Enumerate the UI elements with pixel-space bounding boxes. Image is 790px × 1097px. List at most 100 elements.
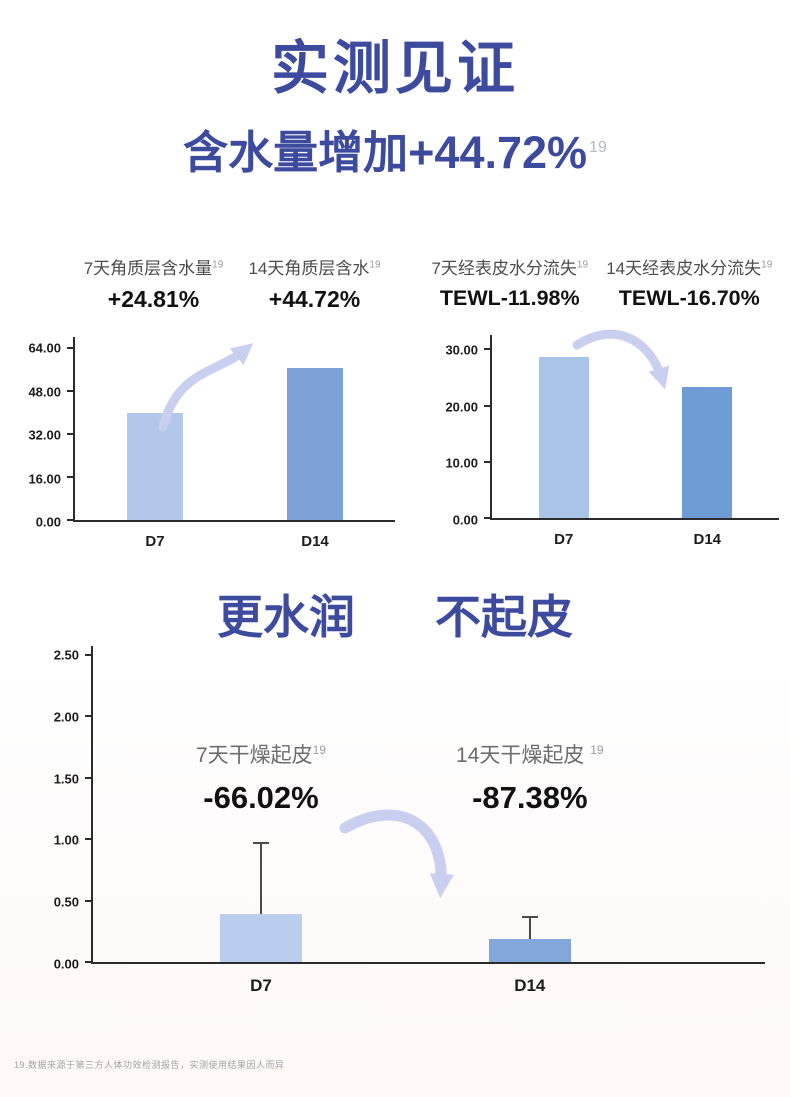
bar-slot-D14: D14 xyxy=(636,335,780,548)
hydration-plot-area: D7 D14 xyxy=(67,337,395,550)
hydration-chart: 7天角质层含水量19 +24.81% 14天角质层含水19 +44.72% 64… xyxy=(11,258,395,550)
section2-title-right: 不起皮 xyxy=(435,591,573,644)
tewl-plot-wrap: 30.00 20.00 10.00 0.00 D7 D14 xyxy=(395,330,780,548)
y-tick-label: 2.00 xyxy=(53,709,79,725)
bar-D7 xyxy=(538,356,589,519)
y-tick-mark xyxy=(484,517,490,520)
tewl-d14-value: TEWL-16.70% xyxy=(618,285,760,310)
footnote-ref: 19 xyxy=(761,258,773,270)
y-tick-label: 0.00 xyxy=(53,956,79,972)
error-bar-cap xyxy=(253,841,269,844)
y-tick-mark xyxy=(67,346,73,349)
flaking-d7-label: 7天干燥起皮19 xyxy=(101,742,421,769)
flaking-y-axis: 2.50 2.00 1.50 1.00 0.50 0.00 xyxy=(25,646,91,970)
flaking-d14-value: -87.38% xyxy=(472,780,588,816)
flaking-chart: 2.50 2.00 1.50 1.00 0.50 0.00 7天干燥起皮19 -66.02… xyxy=(25,646,765,995)
y-tick-label: 2.50 xyxy=(53,647,79,663)
flaking-d14-annotation: 14天干燥起皮 19 -87.38% xyxy=(370,742,690,816)
hydration-d7-value: +24.81% xyxy=(107,285,200,312)
hydration-y-axis: 64.00 48.00 32.00 16.00 0.00 xyxy=(11,337,73,529)
flaking-d7-annotation: 7天干燥起皮19 -66.02% xyxy=(101,742,421,816)
x-category-label: D7 xyxy=(554,531,574,549)
x-category-label: D7 xyxy=(250,976,272,996)
flaking-plot-wrap: 2.50 2.00 1.50 1.00 0.50 0.00 7天干燥起皮19 -66.02… xyxy=(25,646,765,995)
label-text: 14天经表皮水分流失 xyxy=(606,258,762,278)
tewl-d7-value: TEWL-11.98% xyxy=(439,285,580,310)
footnote-ref: 19 xyxy=(590,743,604,758)
subtitle-footnote-ref: 19 xyxy=(589,139,607,156)
y-tick-mark xyxy=(85,838,91,841)
y-tick-label: 0.00 xyxy=(35,514,61,530)
flaking-d14-label: 14天干燥起皮 19 xyxy=(370,742,690,769)
bar-D14 xyxy=(682,387,733,519)
bar-slot-D14: D14 xyxy=(362,646,698,995)
y-tick-mark xyxy=(67,519,73,522)
y-tick-label: 30.00 xyxy=(445,342,478,358)
label-text: 7天经表皮水分流失 xyxy=(431,258,577,278)
bar-slot-D7: D7 xyxy=(75,337,235,550)
y-tick-mark xyxy=(85,776,91,779)
y-tick-label: 0.00 xyxy=(452,512,478,528)
y-tick-label: 16.00 xyxy=(28,471,61,487)
page-subtitle: 含水量增加+44.72% 19 xyxy=(0,128,790,178)
error-bar-line xyxy=(528,916,531,939)
x-category-label: D14 xyxy=(514,976,546,996)
hydration-plot-wrap: 64.00 48.00 32.00 16.00 0.00 D7 D14 xyxy=(11,337,395,550)
x-category-label: D14 xyxy=(693,531,722,549)
y-tick-mark xyxy=(85,899,91,902)
hydration-annotations: 7天角质层含水量19 +24.81% 14天角质层含水19 +44.72% xyxy=(11,258,395,314)
y-tick-mark xyxy=(484,461,490,464)
top-charts-row: 7天角质层含水量19 +24.81% 14天角质层含水19 +44.72% 64… xyxy=(11,258,780,550)
tewl-d14-label: 14天经表皮水分流失19 xyxy=(600,258,780,280)
y-tick-mark xyxy=(85,715,91,718)
section2-title-left: 更水润 xyxy=(217,591,355,644)
bar-D7 xyxy=(127,412,183,521)
hydration-d14-label: 14天角质层含水19 xyxy=(234,258,395,280)
footnote-ref: 19 xyxy=(312,743,327,758)
tewl-d14-annotation: 14天经表皮水分流失19 TEWL-16.70% xyxy=(600,258,780,312)
label-text: 7天干燥起皮 xyxy=(195,744,313,768)
page-title: 实测见证 xyxy=(270,36,519,101)
subtitle-text: 含水量增加+44.72% xyxy=(183,127,588,178)
bar-slot-D7: D7 xyxy=(492,335,636,548)
error-bar-cap xyxy=(521,915,538,918)
hydration-d7-annotation: 7天角质层含水量19 +24.81% xyxy=(73,258,234,314)
bar-D7 xyxy=(220,914,302,963)
y-tick-label: 48.00 xyxy=(28,384,61,400)
flaking-plot-area: 7天干燥起皮19 -66.02% 14天干燥起皮 19 -87.38% D7 D1… xyxy=(85,646,765,995)
hydration-d14-value: +44.72% xyxy=(268,285,361,312)
footnote-ref: 19 xyxy=(576,258,589,270)
y-tick-mark xyxy=(67,476,73,479)
x-category-label: D7 xyxy=(145,533,165,551)
tewl-plot-area: D7 D14 xyxy=(484,330,780,548)
bar-slot-D7: D7 xyxy=(93,646,429,995)
y-tick-label: 64.00 xyxy=(28,340,61,356)
hydration-d14-annotation: 14天角质层含水19 +44.72% xyxy=(234,258,395,314)
y-tick-label: 0.50 xyxy=(53,894,79,910)
y-tick-label: 1.00 xyxy=(53,832,79,848)
tewl-y-axis: 30.00 20.00 10.00 0.00 xyxy=(395,335,490,527)
flaking-d7-value: -66.02% xyxy=(203,780,319,816)
tewl-chart: 7天经表皮水分流失19 TEWL-11.98% 14天经表皮水分流失19 TEW… xyxy=(395,258,780,548)
error-bar-line xyxy=(260,842,262,915)
x-category-label: D14 xyxy=(301,533,329,551)
label-text: 7天角质层含水量 xyxy=(83,258,213,278)
footnote-ref: 19 xyxy=(369,258,381,270)
bar-D14 xyxy=(287,368,343,521)
y-tick-mark xyxy=(484,348,490,351)
y-tick-mark xyxy=(484,404,490,407)
bar-D14 xyxy=(488,938,571,963)
bar-slot-D14: D14 xyxy=(235,337,395,550)
hydration-d7-label: 7天角质层含水量19 xyxy=(73,258,234,280)
label-text: 14天干燥起皮 xyxy=(456,744,591,768)
y-tick-label: 20.00 xyxy=(445,399,478,415)
y-tick-label: 32.00 xyxy=(28,427,61,443)
tewl-d7-annotation: 7天经表皮水分流失19 TEWL-11.98% xyxy=(420,258,600,312)
y-tick-mark xyxy=(85,653,91,656)
section2-title: 更水润 不起皮 xyxy=(0,594,790,640)
y-tick-label: 1.50 xyxy=(53,771,79,787)
tewl-d7-label: 7天经表皮水分流失19 xyxy=(420,258,600,280)
footnote: 19.数据来源于第三方人体功效检测报告，实测使用结果因人而异 xyxy=(14,1060,285,1070)
y-tick-label: 10.00 xyxy=(445,455,478,471)
